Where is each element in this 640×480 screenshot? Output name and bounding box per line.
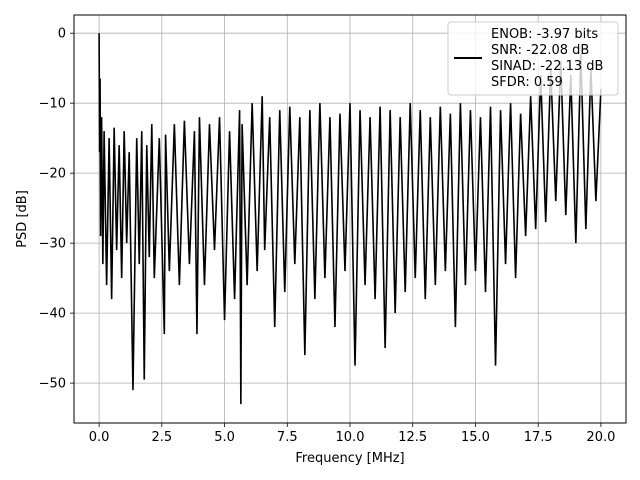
y-tick-label: −10 — [39, 97, 66, 112]
x-tick-label: 12.5 — [398, 430, 427, 445]
series-line — [98, 33, 602, 405]
x-tick-label: 5.0 — [214, 430, 235, 445]
legend-enob: ENOB: -3.97 bits — [491, 27, 598, 42]
ticks: 0.0 2.5 5.0 7.5 10.0 12.5 15.0 17.5 20.0 0 −10 −20 −… — [39, 27, 616, 445]
x-tick-label: 2.5 — [151, 430, 172, 445]
x-tick-label: 15.0 — [461, 430, 490, 445]
plot-area — [98, 33, 602, 405]
y-tick-label: −30 — [39, 237, 66, 252]
legend-sfdr: SFDR: 0.59 — [491, 75, 563, 90]
x-axis-label: Frequency [MHz] — [295, 451, 404, 466]
y-axis-label: PSD [dB] — [15, 190, 30, 248]
legend-sinad: SINAD: -22.13 dB — [491, 59, 603, 74]
y-tick-label: −50 — [39, 377, 66, 392]
x-tick-label: 17.5 — [524, 430, 553, 445]
y-tick-label: −20 — [39, 167, 66, 182]
y-tick-label: −40 — [39, 307, 66, 322]
legend: ENOB: -3.97 bits SNR: -22.08 dB SINAD: -… — [447, 21, 619, 96]
x-tick-label: 7.5 — [277, 430, 298, 445]
legend-box — [447, 21, 619, 96]
x-tick-label: 0.0 — [89, 430, 110, 445]
legend-snr: SNR: -22.08 dB — [491, 43, 589, 58]
x-tick-label: 10.0 — [336, 430, 365, 445]
y-tick-label: 0 — [58, 27, 66, 42]
x-tick-label: 20.0 — [586, 430, 615, 445]
